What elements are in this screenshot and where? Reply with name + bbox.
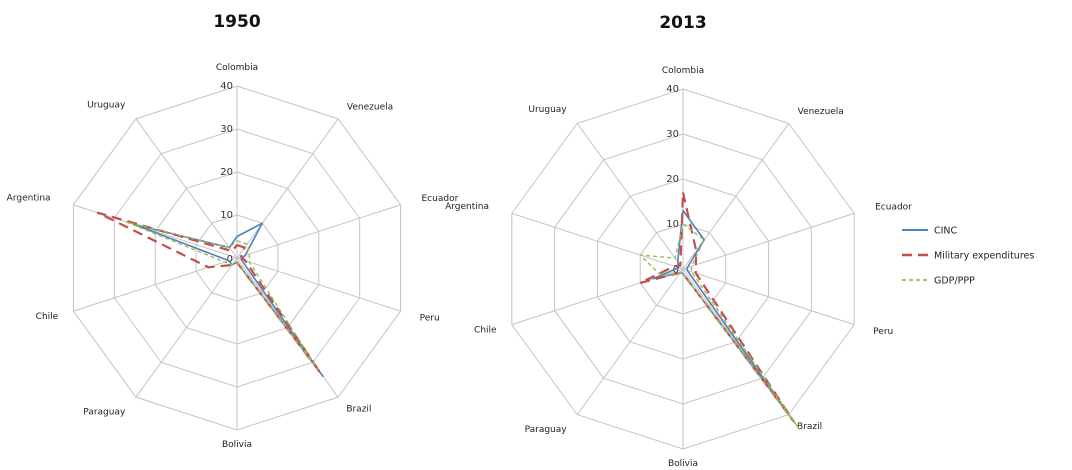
axis-spoke [236,257,401,312]
category-label-chile: Chile [474,326,497,336]
axis-spoke [236,118,339,259]
tick-label: 30 [666,129,679,140]
category-label-argentina: Argentina [7,193,51,203]
legend: CINC Military expenditures GDP/PPP [902,226,1034,287]
tick-label: 0 [673,265,679,276]
tick-label: 40 [220,81,233,92]
category-label-uruguay: Uruguay [528,105,567,115]
category-label-bolivia: Bolivia [668,459,698,469]
tick-label: 0 [227,254,233,265]
chart-title: 2013 [659,13,706,33]
series-line-gdp-ppp [639,223,801,430]
legend-label-gdp-ppp: GDP/PPP [934,276,975,287]
axis-spoke [576,123,684,270]
category-label-chile: Chile [36,312,59,322]
category-label-colombia: Colombia [216,63,258,73]
category-label-brazil: Brazil [346,404,371,414]
category-label-colombia: Colombia [662,66,704,76]
category-label-peru: Peru [420,313,440,323]
category-label-ecuador: Ecuador [422,194,459,204]
tick-label: 10 [666,219,679,230]
category-label-venezuela: Venezuela [798,107,844,117]
category-label-paraguay: Paraguay [83,408,126,418]
tick-label: 20 [666,174,679,185]
tick-label: 20 [220,167,233,178]
tick-label: 40 [666,84,679,95]
series-line-gdp-ppp [125,221,319,371]
axis-spoke [682,268,855,326]
category-label-venezuela: Venezuela [347,103,393,113]
axis-spoke [236,204,401,259]
radar-chart-2013: 2013 0 10 20 30 40 Colombia Venezuela Ecuador Per… [445,13,912,469]
category-label-ecuador: Ecuador [875,203,912,213]
category-label-brazil: Brazil [797,422,822,432]
category-label-uruguay: Uruguay [87,100,126,110]
category-label-paraguay: Paraguay [525,425,568,435]
legend-label-military-expenditures: Military expenditures [934,251,1034,262]
tick-label: 30 [220,124,233,135]
axis-spoke [576,268,684,415]
chart-title: 1950 [213,12,260,32]
legend-label-cinc: CINC [934,226,958,237]
axis-spoke [135,257,238,398]
category-label-peru: Peru [873,327,893,337]
category-label-bolivia: Bolivia [222,440,252,450]
axis-spoke [682,212,855,270]
category-label-argentina: Argentina [445,202,489,212]
series-line-military-expenditures [639,191,796,424]
axis-spoke [511,212,684,270]
axis-spoke [135,118,238,259]
tick-label: 10 [220,210,233,221]
radar-chart-1950: 1950 0 10 20 30 40 Colombia Venezuela Ecuador Per… [7,12,459,450]
